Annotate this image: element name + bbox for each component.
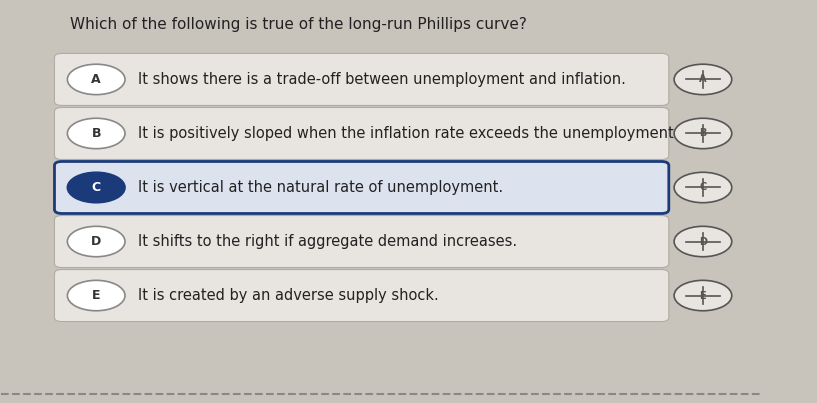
Circle shape (674, 172, 732, 203)
Text: E: E (92, 289, 100, 302)
Text: It is created by an adverse supply shock.: It is created by an adverse supply shock… (138, 288, 439, 303)
Text: It shows there is a trade-off between unemployment and inflation.: It shows there is a trade-off between un… (138, 72, 626, 87)
Text: C: C (92, 181, 100, 194)
Circle shape (674, 118, 732, 149)
Text: D: D (699, 237, 707, 247)
Circle shape (674, 226, 732, 257)
Text: C: C (699, 183, 707, 193)
Circle shape (674, 64, 732, 95)
Circle shape (674, 280, 732, 311)
Text: B: B (699, 129, 707, 139)
Circle shape (67, 280, 125, 311)
Text: D: D (91, 235, 101, 248)
Text: E: E (699, 291, 706, 301)
Circle shape (67, 118, 125, 149)
FancyBboxPatch shape (55, 270, 669, 322)
Circle shape (67, 226, 125, 257)
Text: B: B (92, 127, 101, 140)
Text: A: A (699, 75, 707, 85)
Text: Which of the following is true of the long-run Phillips curve?: Which of the following is true of the lo… (69, 17, 526, 32)
Text: A: A (92, 73, 101, 86)
Text: It is positively sloped when the inflation rate exceeds the unemployment rate.: It is positively sloped when the inflati… (138, 126, 713, 141)
Circle shape (67, 64, 125, 95)
FancyBboxPatch shape (55, 108, 669, 160)
Circle shape (67, 172, 125, 203)
FancyBboxPatch shape (55, 54, 669, 106)
Text: It shifts to the right if aggregate demand increases.: It shifts to the right if aggregate dema… (138, 234, 517, 249)
FancyBboxPatch shape (55, 162, 669, 214)
FancyBboxPatch shape (55, 216, 669, 268)
Text: It is vertical at the natural rate of unemployment.: It is vertical at the natural rate of un… (138, 180, 503, 195)
